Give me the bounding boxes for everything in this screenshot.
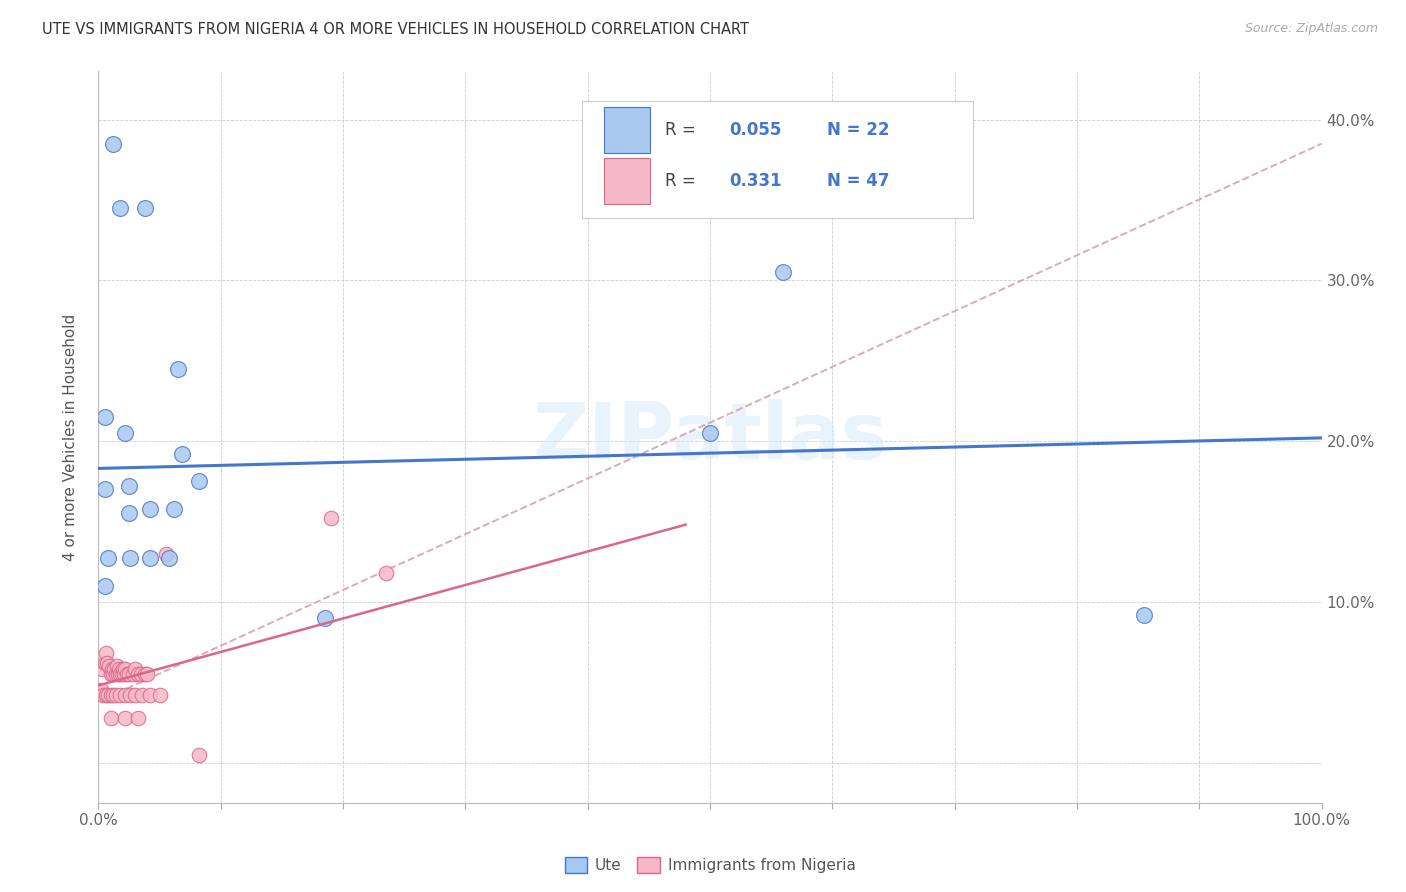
Point xyxy=(111,667,134,681)
Legend: Ute, Immigrants from Nigeria: Ute, Immigrants from Nigeria xyxy=(558,851,862,880)
Point xyxy=(157,551,180,566)
FancyBboxPatch shape xyxy=(603,107,650,153)
Point xyxy=(110,688,132,702)
Point xyxy=(139,501,162,516)
Point xyxy=(134,667,156,681)
Point xyxy=(105,659,128,673)
FancyBboxPatch shape xyxy=(582,101,973,218)
Point xyxy=(129,667,152,681)
Point xyxy=(149,688,172,702)
Point xyxy=(101,688,124,702)
Point xyxy=(127,667,149,681)
Point xyxy=(98,659,121,673)
Point xyxy=(118,667,141,681)
Point xyxy=(163,501,186,516)
Point xyxy=(110,201,132,215)
Point xyxy=(120,551,142,566)
Point xyxy=(100,667,122,681)
Point xyxy=(110,667,132,681)
Point xyxy=(101,667,124,681)
Point xyxy=(134,201,156,215)
Point xyxy=(114,688,136,702)
Point xyxy=(93,409,115,424)
Point xyxy=(114,662,136,676)
Point xyxy=(118,507,141,521)
Point xyxy=(187,475,209,489)
FancyBboxPatch shape xyxy=(603,159,650,203)
Point xyxy=(101,136,124,151)
Text: 0.331: 0.331 xyxy=(730,172,782,190)
Point xyxy=(124,688,146,702)
Point xyxy=(100,710,122,724)
Text: R =: R = xyxy=(665,172,700,190)
Text: UTE VS IMMIGRANTS FROM NIGERIA 4 OR MORE VEHICLES IN HOUSEHOLD CORRELATION CHART: UTE VS IMMIGRANTS FROM NIGERIA 4 OR MORE… xyxy=(42,22,749,37)
Text: R =: R = xyxy=(665,121,700,139)
Point xyxy=(114,710,136,724)
Point xyxy=(91,662,114,676)
Text: 0.055: 0.055 xyxy=(730,121,782,139)
Point xyxy=(115,667,138,681)
Point xyxy=(127,710,149,724)
Point xyxy=(139,551,162,566)
Point xyxy=(131,688,153,702)
Text: N = 47: N = 47 xyxy=(828,172,890,190)
Point xyxy=(121,667,143,681)
Point xyxy=(108,662,131,676)
Point xyxy=(699,425,721,440)
Text: ZIPatlas: ZIPatlas xyxy=(533,399,887,475)
Point xyxy=(91,688,114,702)
Point xyxy=(94,646,117,660)
Point xyxy=(100,688,122,702)
Point xyxy=(120,688,142,702)
Point xyxy=(96,656,118,670)
Y-axis label: 4 or more Vehicles in Household: 4 or more Vehicles in Household xyxy=(63,313,77,561)
Point xyxy=(1133,607,1156,622)
Point xyxy=(93,579,115,593)
Point xyxy=(112,667,135,681)
Point xyxy=(124,662,146,676)
Point xyxy=(111,662,134,676)
Point xyxy=(118,479,141,493)
Point xyxy=(101,662,124,676)
Text: N = 22: N = 22 xyxy=(828,121,890,139)
Point xyxy=(97,551,120,566)
Point xyxy=(93,483,115,497)
Point xyxy=(136,667,159,681)
Point xyxy=(772,265,794,279)
Point xyxy=(103,662,125,676)
Point xyxy=(104,688,127,702)
Text: Source: ZipAtlas.com: Source: ZipAtlas.com xyxy=(1244,22,1378,36)
Point xyxy=(139,688,162,702)
Point xyxy=(97,688,120,702)
Point xyxy=(155,547,177,561)
Point xyxy=(114,425,136,440)
Point xyxy=(93,656,115,670)
Point xyxy=(319,511,342,525)
Point xyxy=(167,361,190,376)
Point xyxy=(314,611,336,625)
Point xyxy=(94,688,117,702)
Point xyxy=(90,683,112,698)
Point xyxy=(187,747,209,762)
Point xyxy=(107,667,129,681)
Point xyxy=(170,447,193,461)
Point xyxy=(104,667,127,681)
Point xyxy=(374,566,396,580)
